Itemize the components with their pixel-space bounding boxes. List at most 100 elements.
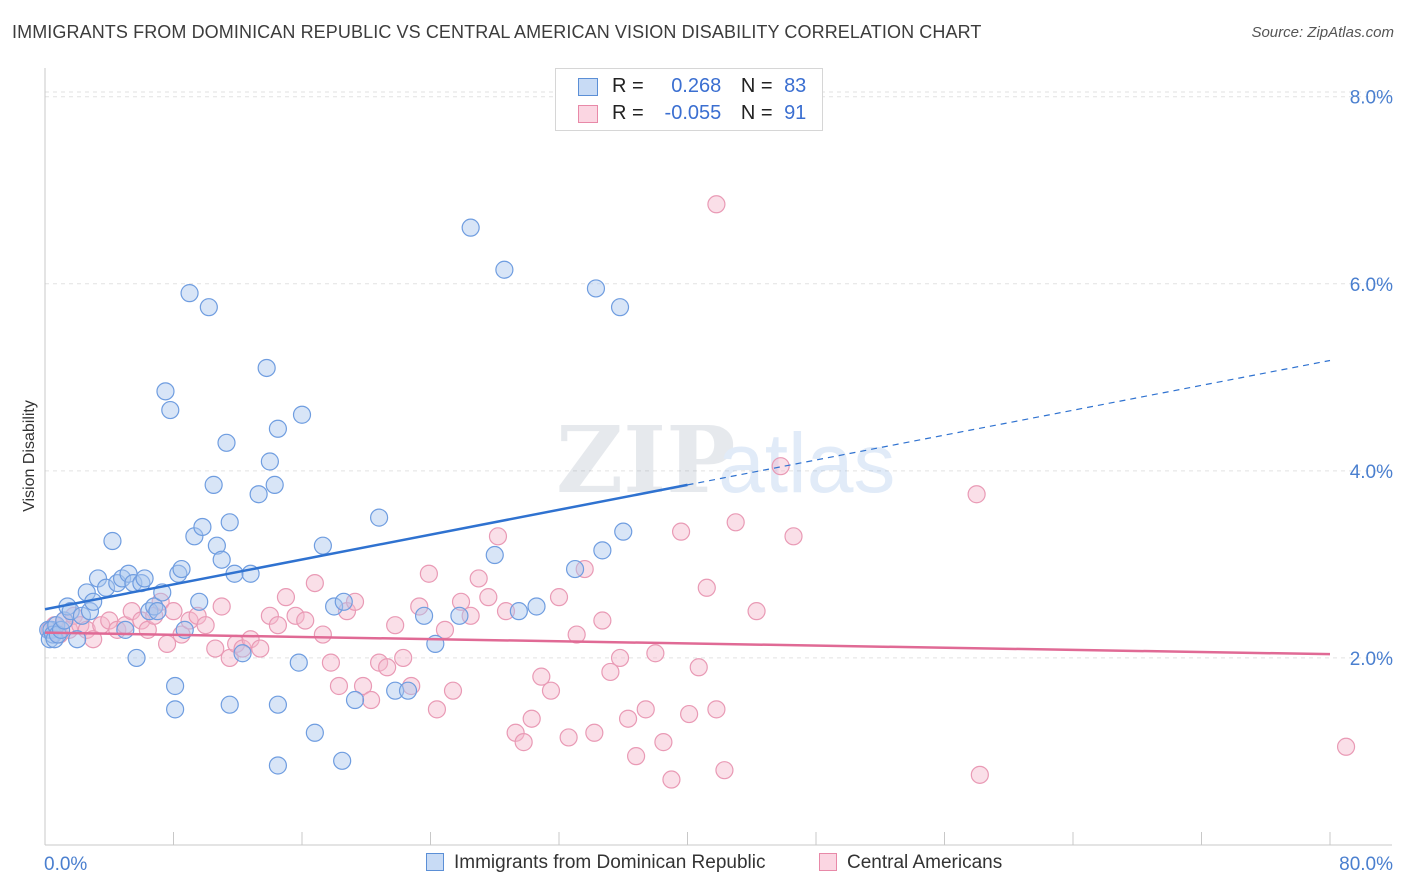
point-central-68 <box>575 559 594 579</box>
point-central-64 <box>541 681 561 700</box>
legend-n-label: N = <box>740 75 773 97</box>
y-axis-label: Vision Disability <box>21 400 38 512</box>
point-dominican-61 <box>345 690 365 710</box>
point-central-18 <box>157 634 177 653</box>
bottom-legend-label-central: Central Americans <box>847 852 1003 873</box>
trend-line-dominican <box>44 483 688 611</box>
point-dominican-8 <box>55 611 74 630</box>
point-central-25 <box>212 597 231 616</box>
point-central-49 <box>410 597 429 616</box>
bottom-legend-item-central: Central Americans <box>819 852 1002 874</box>
point-central-73 <box>618 709 638 728</box>
point-dominican-81 <box>268 756 288 775</box>
point-central-13 <box>122 602 141 621</box>
point-central-42 <box>353 676 373 696</box>
point-central-80 <box>680 704 699 724</box>
point-dominican-40 <box>193 517 212 537</box>
point-central-81 <box>689 658 708 677</box>
point-dominican-50 <box>249 485 268 504</box>
legend-r-value-blue: 0.268 <box>671 75 722 97</box>
point-dominican-60 <box>334 592 353 611</box>
point-central-58 <box>488 527 508 546</box>
point-central-19 <box>164 602 183 621</box>
point-dominican-77 <box>614 522 633 541</box>
point-dominican-32 <box>161 400 180 420</box>
point-dominican-48 <box>233 644 252 663</box>
point-central-47 <box>394 648 413 668</box>
point-dominican-76 <box>610 298 630 317</box>
point-dominican-55 <box>289 653 308 672</box>
point-central-90 <box>1336 737 1356 756</box>
point-central-66 <box>559 728 578 747</box>
legend-r-label: R = <box>612 102 644 124</box>
point-central-75 <box>636 700 655 719</box>
point-central-79 <box>671 522 691 541</box>
point-central-86 <box>747 602 766 621</box>
point-central-39 <box>329 676 349 696</box>
point-dominican-11 <box>68 630 87 649</box>
point-dominican-56 <box>292 405 312 424</box>
point-central-74 <box>626 747 646 766</box>
point-dominican-73 <box>565 559 585 579</box>
point-central-51 <box>427 700 447 719</box>
point-central-57 <box>479 588 498 607</box>
point-dominican-51 <box>257 358 276 378</box>
point-dominican-21 <box>116 620 135 639</box>
point-central-53 <box>443 681 463 700</box>
point-central-63 <box>532 667 551 686</box>
point-dominican-80 <box>333 751 352 770</box>
y-tick-label-0: 2.0% <box>1350 649 1393 670</box>
point-central-70 <box>593 611 612 630</box>
point-dominican-54 <box>268 419 288 438</box>
point-central-43 <box>361 690 381 710</box>
point-central-82 <box>697 578 716 597</box>
point-central-89 <box>967 485 986 504</box>
point-central-24 <box>206 639 225 658</box>
point-central-71 <box>601 662 620 682</box>
point-central-72 <box>610 648 630 668</box>
point-central-77 <box>654 733 673 752</box>
point-central-92 <box>970 765 989 784</box>
point-central-36 <box>305 573 324 593</box>
x-tick-label-min: 0.0% <box>44 854 87 875</box>
legend-n-label: N = <box>740 102 773 124</box>
point-dominican-82 <box>166 700 185 719</box>
point-dominican-72 <box>527 597 546 616</box>
legend-n-value-blue: 83 <box>784 75 807 97</box>
point-dominican-29 <box>148 602 167 621</box>
point-central-50 <box>419 564 438 583</box>
point-dominican-68 <box>461 218 480 237</box>
point-central-62 <box>522 709 541 728</box>
point-dominican-44 <box>212 550 231 569</box>
point-dominican-24 <box>127 648 146 668</box>
point-central-38 <box>321 653 341 672</box>
point-dominican-39 <box>190 592 209 611</box>
point-dominican-10 <box>61 602 80 621</box>
point-dominican-26 <box>135 569 154 588</box>
point-central-61 <box>514 733 533 752</box>
point-dominican-75 <box>593 541 612 560</box>
point-central-35 <box>296 611 315 630</box>
point-dominican-41 <box>199 298 218 317</box>
point-dominican-69 <box>485 545 504 565</box>
point-dominican-62 <box>370 508 389 527</box>
point-dominican-18 <box>103 531 122 551</box>
point-dominican-67 <box>450 606 469 625</box>
point-central-56 <box>469 569 488 588</box>
point-central-78 <box>662 770 681 789</box>
watermark-zip: ZIP <box>556 406 735 514</box>
point-central-67 <box>567 625 586 644</box>
y-tick-label-1: 4.0% <box>1350 462 1393 483</box>
point-central-87 <box>771 457 790 476</box>
point-dominican-43 <box>207 536 226 555</box>
point-dominican-78 <box>220 695 239 714</box>
x-ticks <box>44 832 1331 845</box>
point-central-32 <box>268 616 288 635</box>
point-dominican-46 <box>220 513 239 532</box>
point-dominican-65 <box>414 606 434 625</box>
watermark-atlas: atlas <box>718 416 895 510</box>
point-central-83 <box>707 700 726 719</box>
point-central-76 <box>646 644 665 663</box>
stats-legend: R = 0.268 N = 83 R = -0.055 N = 91 <box>555 68 823 131</box>
legend-swatch-pink <box>578 105 598 123</box>
